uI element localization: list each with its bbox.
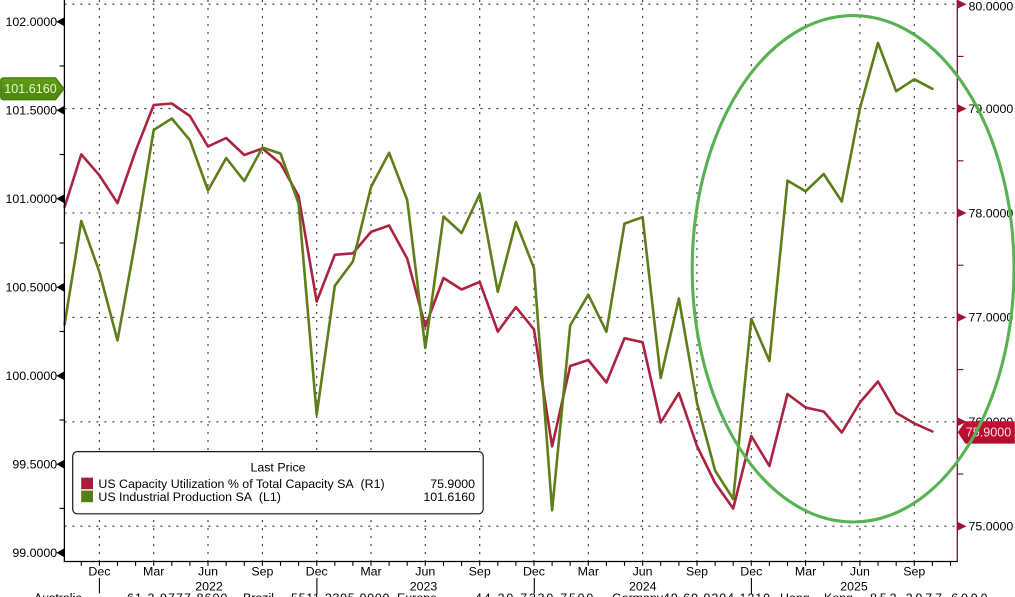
svg-text:101.0000: 101.0000 [6,192,58,206]
svg-text:2024: 2024 [629,579,657,593]
svg-text:Jun: Jun [415,565,435,579]
svg-text:Australia: Australia [34,591,82,597]
svg-text:99.5000: 99.5000 [12,458,57,472]
svg-text:Last Price: Last Price [250,460,305,474]
svg-text:101.5000: 101.5000 [6,104,58,118]
svg-text:Jun: Jun [198,565,218,579]
svg-text:Sep: Sep [251,565,273,579]
svg-text:Jun: Jun [850,565,870,579]
svg-text:Sep: Sep [903,565,925,579]
svg-text:5511 2395 9000: 5511 2395 9000 [291,591,390,597]
svg-text:2023: 2023 [410,579,438,593]
svg-text:Dec: Dec [306,565,328,579]
svg-text:100.5000: 100.5000 [6,281,58,295]
svg-text:Dec: Dec [88,565,110,579]
svg-text:99.0000: 99.0000 [12,546,57,560]
svg-text:Hong: Hong [780,591,810,597]
svg-text:78.0000: 78.0000 [969,206,1014,220]
svg-text:61 2 9777 8600: 61 2 9777 8600 [127,591,229,597]
svg-text:Germany: Germany [612,591,664,597]
svg-text:102.0000: 102.0000 [6,15,58,29]
svg-text:2022: 2022 [195,579,223,593]
svg-text:Sep: Sep [686,565,708,579]
svg-text:Mar: Mar [360,565,381,579]
svg-text:Dec: Dec [740,565,762,579]
svg-text:Mar: Mar [578,565,599,579]
svg-text:101.6160: 101.6160 [423,490,475,504]
svg-text:852 2977 6000: 852 2977 6000 [870,591,990,597]
svg-text:80.0000: 80.0000 [969,0,1014,14]
svg-text:Kong: Kong [824,591,853,597]
svg-text:44 20 7330 7500: 44 20 7330 7500 [475,591,595,597]
svg-text:Dec: Dec [523,565,545,579]
svg-text:Sep: Sep [469,565,491,579]
svg-text:49 69 9204 1210: 49 69 9204 1210 [663,591,771,597]
svg-text:2025: 2025 [840,579,868,593]
svg-text:US Industrial Production SA (: US Industrial Production SA (L1) [98,490,281,504]
svg-text:75.9000: 75.9000 [430,477,475,491]
svg-text:Jun: Jun [633,565,653,579]
svg-text:Europe: Europe [397,591,437,597]
svg-text:101.6160: 101.6160 [4,82,57,96]
svg-text:75.0000: 75.0000 [969,520,1014,534]
svg-text:100.0000: 100.0000 [6,369,58,383]
svg-text:US Capacity Utilization % of T: US Capacity Utilization % of Total Capac… [98,477,384,491]
svg-text:Brazil: Brazil [243,591,274,597]
svg-text:77.0000: 77.0000 [969,311,1014,325]
svg-text:Mar: Mar [795,565,816,579]
svg-text:Mar: Mar [143,565,164,579]
